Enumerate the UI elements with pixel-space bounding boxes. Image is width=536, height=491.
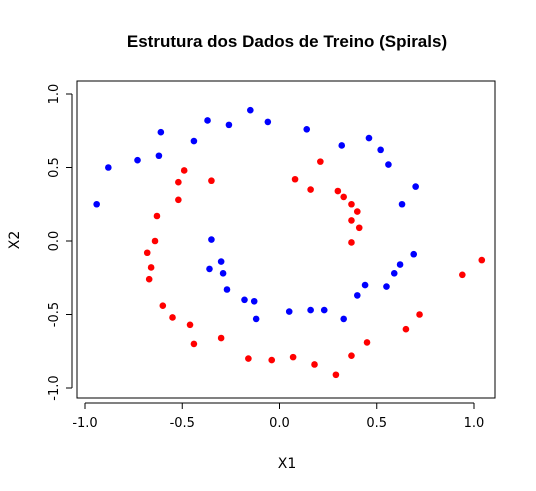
red-point xyxy=(268,356,276,364)
red-point xyxy=(145,275,153,283)
x-tick-label: -1.0 xyxy=(72,416,97,431)
red-point xyxy=(348,217,355,224)
red-point xyxy=(159,302,167,309)
blue-point xyxy=(410,250,418,258)
red-point xyxy=(478,256,486,264)
blue-point xyxy=(264,118,272,126)
blue-point xyxy=(204,117,211,124)
red-point xyxy=(175,196,182,204)
blue-point xyxy=(206,265,213,273)
blue-point xyxy=(385,161,392,168)
blue-point xyxy=(307,306,314,314)
blue-point xyxy=(354,292,361,299)
blue-point xyxy=(223,286,231,293)
red-point xyxy=(217,334,225,342)
red-point xyxy=(348,200,355,208)
red-point xyxy=(180,167,188,174)
blue-point xyxy=(247,106,254,114)
y-tick-label: 0.5 xyxy=(47,157,62,178)
red-point xyxy=(151,237,159,245)
red-point xyxy=(311,361,318,368)
red-point xyxy=(186,321,194,329)
x-tick-label: -0.5 xyxy=(170,416,195,431)
blue-point xyxy=(252,315,260,323)
blue-point xyxy=(105,164,112,171)
x-axis-label: X1 xyxy=(278,456,297,472)
y-tick-label: 0.0 xyxy=(47,231,62,252)
blue-point xyxy=(285,308,293,315)
red-point xyxy=(317,158,324,165)
red-point xyxy=(340,193,347,201)
red-point xyxy=(245,355,252,362)
red-point xyxy=(153,212,161,220)
y-axis: -1.0 -0.5 0.0 0.5 1.0 xyxy=(47,84,73,401)
x-tick-label: 0.5 xyxy=(366,416,387,431)
red-point xyxy=(332,371,340,379)
blue-point xyxy=(219,270,227,277)
red-point xyxy=(402,325,410,333)
red-point xyxy=(334,187,342,195)
red-point xyxy=(291,175,299,183)
y-tick-label: -1.0 xyxy=(47,375,62,400)
red-point xyxy=(190,340,198,348)
blue-point xyxy=(303,125,311,133)
red-point xyxy=(143,249,151,257)
blue-point xyxy=(390,270,398,277)
red-point xyxy=(355,224,363,232)
plot-area-border xyxy=(76,80,496,399)
blue-point xyxy=(250,297,258,305)
y-tick-label: -0.5 xyxy=(47,302,62,327)
blue-point xyxy=(383,283,390,290)
blue-point xyxy=(398,200,406,208)
red-point xyxy=(459,271,466,279)
x-tick-label: 1.0 xyxy=(464,416,485,431)
x-tick-label: 0.0 xyxy=(269,416,290,431)
blue-point xyxy=(377,146,384,154)
chart-title: Estrutura dos Dados de Treino (Spirals) xyxy=(127,32,447,51)
red-point xyxy=(307,186,314,193)
blue-point xyxy=(225,121,233,129)
blue-point xyxy=(155,152,163,160)
blue-point xyxy=(208,236,215,243)
blue-point xyxy=(93,200,100,208)
red-point xyxy=(169,314,176,321)
y-tick-label: 1.0 xyxy=(47,84,62,105)
x-axis: -1.0 -0.5 0.0 0.5 1.0 xyxy=(72,402,485,431)
blue-point xyxy=(365,134,373,142)
y-axis-label: X2 xyxy=(7,231,23,250)
red-point xyxy=(348,352,355,359)
blue-point xyxy=(412,183,419,190)
red-point xyxy=(354,208,361,215)
red-point xyxy=(348,239,355,246)
blue-point xyxy=(396,261,404,268)
blue-point xyxy=(340,315,347,323)
blue-point xyxy=(134,156,141,164)
red-point xyxy=(416,311,423,318)
blue-point xyxy=(241,296,248,304)
red-point xyxy=(175,178,182,186)
blue-point xyxy=(217,258,225,265)
red-point xyxy=(363,339,371,346)
blue-point xyxy=(320,306,328,314)
red-point xyxy=(208,177,215,185)
blue-point xyxy=(361,281,369,289)
blue-point xyxy=(190,137,198,145)
red-point xyxy=(289,353,297,361)
blue-point xyxy=(338,142,346,149)
blue-point xyxy=(157,128,165,136)
data-points xyxy=(93,106,486,379)
red-point xyxy=(147,264,155,271)
